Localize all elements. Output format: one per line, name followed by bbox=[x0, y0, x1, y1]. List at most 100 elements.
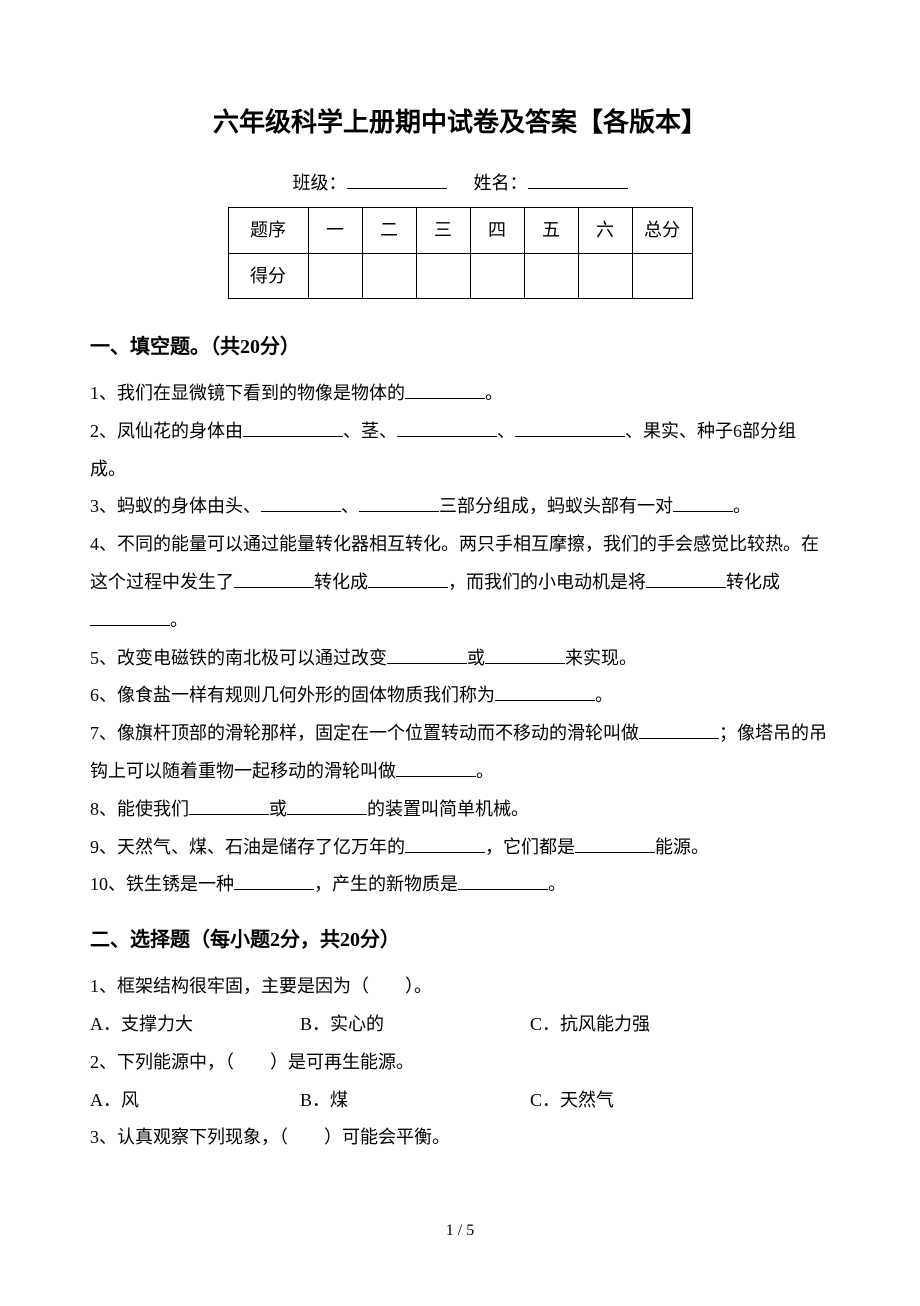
question-1: 1、我们在显微镜下看到的物像是物体的 。 bbox=[90, 375, 830, 413]
fill-blank[interactable] bbox=[405, 381, 485, 399]
th-label: 题序 bbox=[228, 208, 308, 253]
score-table: 题序 一 二 三 四 五 六 总分 得分 bbox=[228, 207, 693, 299]
question-2: 2、凤仙花的身体由、茎、、、果实、种子6部分组成。 bbox=[90, 413, 830, 489]
q-text: 。 bbox=[485, 383, 503, 403]
fill-blank[interactable] bbox=[261, 494, 341, 512]
fill-blank[interactable] bbox=[234, 570, 314, 588]
q-text: 、茎、 bbox=[343, 421, 397, 441]
td-score-cell[interactable] bbox=[362, 253, 416, 298]
q-text: 、 bbox=[341, 496, 359, 516]
q-text: 。 bbox=[548, 874, 566, 894]
q-text: 。 bbox=[170, 610, 188, 630]
th-three: 三 bbox=[416, 208, 470, 253]
q-text: 、 bbox=[497, 421, 515, 441]
fill-blank[interactable] bbox=[575, 835, 655, 853]
table-row: 得分 bbox=[228, 253, 692, 298]
mc-question-2: 2、下列能源中，（ ）是可再生能源。 bbox=[90, 1044, 830, 1082]
th-four: 四 bbox=[470, 208, 524, 253]
fill-blank[interactable] bbox=[243, 419, 343, 437]
fill-blank[interactable] bbox=[646, 570, 726, 588]
th-two: 二 bbox=[362, 208, 416, 253]
th-six: 六 bbox=[578, 208, 632, 253]
td-score-cell[interactable] bbox=[524, 253, 578, 298]
option-c[interactable]: C．天然气 bbox=[530, 1082, 830, 1120]
fill-blank[interactable] bbox=[287, 797, 367, 815]
td-score-cell[interactable] bbox=[470, 253, 524, 298]
question-3: 3、蚂蚁的身体由头、 、 三部分组成，蚂蚁头部有一对 。 bbox=[90, 488, 830, 526]
q-text: 3、蚂蚁的身体由头、 bbox=[90, 496, 261, 516]
fill-blank[interactable] bbox=[495, 683, 595, 701]
fill-blank[interactable] bbox=[397, 419, 497, 437]
mc-options-2: A．风 B．煤 C．天然气 bbox=[90, 1082, 830, 1120]
class-label: 班级： bbox=[293, 173, 347, 193]
fill-blank[interactable] bbox=[405, 835, 485, 853]
th-five: 五 bbox=[524, 208, 578, 253]
fill-blank[interactable] bbox=[234, 872, 314, 890]
fill-blank[interactable] bbox=[189, 797, 269, 815]
q-text: ，产生的新物质是 bbox=[314, 874, 458, 894]
q-text: 。 bbox=[733, 496, 751, 516]
td-score-label: 得分 bbox=[228, 253, 308, 298]
td-score-cell[interactable] bbox=[632, 253, 692, 298]
q-text: 6、像食盐一样有规则几何外形的固体物质我们称为 bbox=[90, 685, 495, 705]
fill-blank[interactable] bbox=[387, 646, 467, 664]
option-b[interactable]: B．煤 bbox=[300, 1082, 530, 1120]
td-score-cell[interactable] bbox=[416, 253, 470, 298]
question-10: 10、铁生锈是一种 ，产生的新物质是 。 bbox=[90, 866, 830, 904]
q-text: 转化成 bbox=[314, 572, 368, 592]
q-text: 9、天然气、煤、石油是储存了亿万年的 bbox=[90, 837, 405, 857]
fill-blank[interactable] bbox=[368, 570, 448, 588]
th-one: 一 bbox=[308, 208, 362, 253]
q-text: 的装置叫简单机械。 bbox=[367, 799, 529, 819]
fill-blank[interactable] bbox=[515, 419, 625, 437]
q-text: 三部分组成，蚂蚁头部有一对 bbox=[439, 496, 673, 516]
section-1-header: 一、填空题。（共20分） bbox=[90, 329, 830, 365]
option-a[interactable]: A．风 bbox=[90, 1082, 300, 1120]
option-b[interactable]: B．实心的 bbox=[300, 1006, 530, 1044]
question-4: 4、不同的能量可以通过能量转化器相互转化。两只手相互摩擦，我们的手会感觉比较热。… bbox=[90, 526, 830, 639]
question-6: 6、像食盐一样有规则几何外形的固体物质我们称为 。 bbox=[90, 677, 830, 715]
td-score-cell[interactable] bbox=[578, 253, 632, 298]
fill-blank[interactable] bbox=[673, 494, 733, 512]
q-text: 。 bbox=[595, 685, 613, 705]
fill-blank[interactable] bbox=[639, 721, 719, 739]
question-9: 9、天然气、煤、石油是储存了亿万年的 ，它们都是 能源。 bbox=[90, 829, 830, 867]
q-text: 10、铁生锈是一种 bbox=[90, 874, 234, 894]
q-text: ，它们都是 bbox=[485, 837, 575, 857]
q-text: 8、能使我们 bbox=[90, 799, 189, 819]
q-text: 5、改变电磁铁的南北极可以通过改变 bbox=[90, 648, 387, 668]
q-text: 或 bbox=[467, 648, 485, 668]
mc-question-3: 3、认真观察下列现象，（ ）可能会平衡。 bbox=[90, 1119, 830, 1157]
th-total: 总分 bbox=[632, 208, 692, 253]
class-blank[interactable] bbox=[347, 167, 447, 189]
q-text: 1、我们在显微镜下看到的物像是物体的 bbox=[90, 383, 405, 403]
fill-blank[interactable] bbox=[396, 759, 476, 777]
fill-blank[interactable] bbox=[485, 646, 565, 664]
section-2-header: 二、选择题（每小题2分，共20分） bbox=[90, 922, 830, 958]
q-text: ，而我们的小电动机是将 bbox=[448, 572, 646, 592]
fill-blank[interactable] bbox=[458, 872, 548, 890]
q-text: 或 bbox=[269, 799, 287, 819]
page-number: 1 / 5 bbox=[90, 1217, 830, 1246]
option-c[interactable]: C．抗风能力强 bbox=[530, 1006, 830, 1044]
question-5: 5、改变电磁铁的南北极可以通过改变 或 来实现。 bbox=[90, 640, 830, 678]
q-text: 2、凤仙花的身体由 bbox=[90, 421, 243, 441]
name-label: 姓名： bbox=[474, 173, 528, 193]
q-text: 来实现。 bbox=[565, 648, 637, 668]
table-row: 题序 一 二 三 四 五 六 总分 bbox=[228, 208, 692, 253]
question-8: 8、能使我们 或 的装置叫简单机械。 bbox=[90, 791, 830, 829]
question-7: 7、像旗杆顶部的滑轮那样，固定在一个位置转动而不移动的滑轮叫做；像塔吊的吊钩上可… bbox=[90, 715, 830, 791]
mc-question-1: 1、框架结构很牢固，主要是因为（ ）。 bbox=[90, 968, 830, 1006]
page-title: 六年级科学上册期中试卷及答案【各版本】 bbox=[90, 100, 830, 147]
q-text: 7、像旗杆顶部的滑轮那样，固定在一个位置转动而不移动的滑轮叫做 bbox=[90, 723, 639, 743]
student-info-line: 班级： 姓名： bbox=[90, 167, 830, 199]
td-score-cell[interactable] bbox=[308, 253, 362, 298]
option-a[interactable]: A．支撑力大 bbox=[90, 1006, 300, 1044]
q-text: 。 bbox=[476, 761, 494, 781]
fill-blank[interactable] bbox=[90, 608, 170, 626]
q-text: 能源。 bbox=[655, 837, 709, 857]
fill-blank[interactable] bbox=[359, 494, 439, 512]
name-blank[interactable] bbox=[528, 167, 628, 189]
q-text: 转化成 bbox=[726, 572, 780, 592]
mc-options-1: A．支撑力大 B．实心的 C．抗风能力强 bbox=[90, 1006, 830, 1044]
